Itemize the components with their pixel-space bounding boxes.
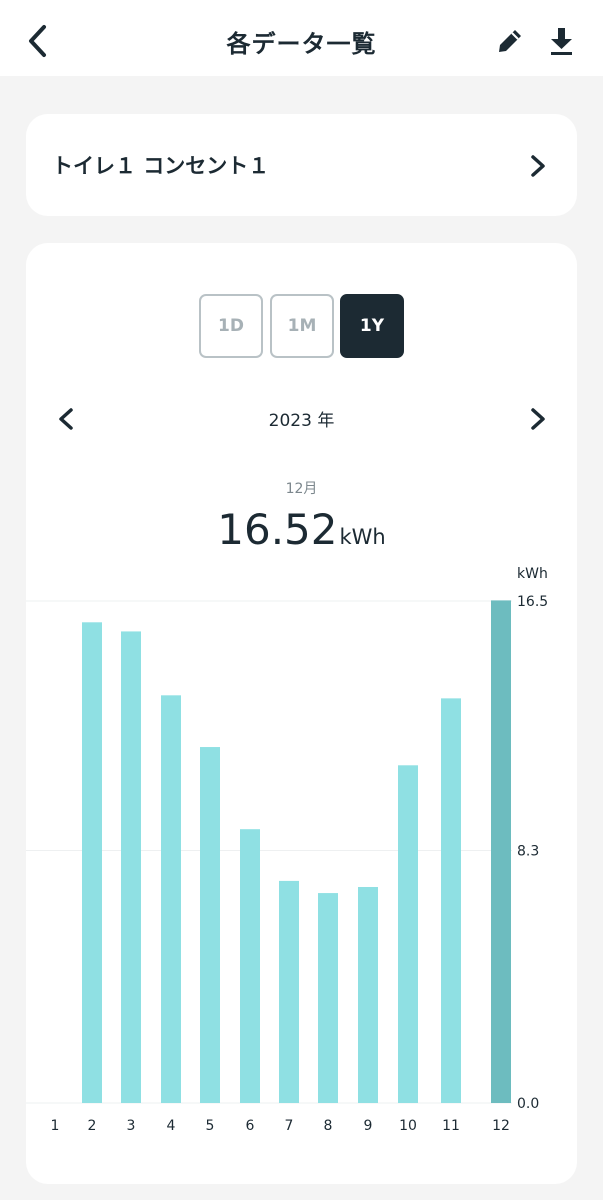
header: 各データ一覧	[0, 0, 603, 76]
bar-5	[200, 747, 220, 1103]
x-tick-label: 10	[399, 1118, 417, 1134]
x-tick-label: 5	[206, 1118, 215, 1134]
x-tick-label: 2	[88, 1118, 97, 1134]
tab-1d[interactable]: 1D	[199, 294, 263, 358]
x-tick-label: 8	[324, 1118, 333, 1134]
bar-11	[441, 698, 461, 1103]
bar-7	[279, 880, 299, 1103]
x-tick-label: 7	[285, 1118, 294, 1134]
y-tick-label: 0.0	[517, 1096, 539, 1112]
x-tick-label: 3	[127, 1118, 136, 1134]
edit-button[interactable]	[493, 24, 527, 58]
y-axis-unit: kWh	[517, 566, 548, 582]
download-icon	[551, 28, 572, 55]
selected-value: 16.52	[217, 505, 338, 554]
bar-8	[318, 893, 338, 1103]
bar-6	[240, 829, 260, 1103]
selected-unit: kWh	[339, 525, 386, 549]
bar-4	[161, 695, 181, 1103]
selected-month: 12月	[285, 481, 318, 497]
prev-year-button[interactable]	[54, 405, 78, 433]
tab-1y[interactable]: 1Y	[340, 294, 404, 358]
chevron-left-icon	[29, 25, 46, 57]
page-title: 各データ一覧	[226, 30, 377, 58]
chevron-right-icon	[531, 408, 545, 430]
y-tick-label: 16.5	[517, 594, 548, 610]
bar-10	[398, 765, 418, 1103]
device-name: トイレ１ コンセント１	[52, 154, 270, 178]
pencil-icon	[499, 30, 521, 52]
chart-card: 1D 1M 1Y 2023 年 12月 16.52kWh kWh 0.0 8.3 16…	[26, 243, 577, 1184]
x-tick-label: 9	[364, 1118, 373, 1134]
download-button[interactable]	[546, 24, 578, 58]
x-tick-label: 11	[442, 1118, 460, 1134]
x-tick-label: 12	[492, 1118, 510, 1134]
selected-value-display: 16.52kWh	[26, 505, 577, 554]
x-tick-label: 4	[167, 1118, 176, 1134]
bar-9	[358, 886, 378, 1103]
chevron-right-icon	[531, 155, 545, 177]
year-label: 2023 年	[268, 411, 335, 431]
bar-selected	[491, 600, 511, 1103]
bar-2	[82, 622, 102, 1103]
back-button[interactable]	[22, 22, 56, 60]
next-year-button[interactable]	[526, 405, 550, 433]
bar-3	[121, 631, 141, 1103]
device-selector[interactable]: トイレ１ コンセント１	[26, 114, 577, 216]
x-tick-label: 1	[51, 1118, 60, 1134]
tab-1m[interactable]: 1M	[270, 294, 334, 358]
x-tick-label: 6	[246, 1118, 255, 1134]
chevron-left-icon	[59, 408, 73, 430]
y-tick-label: 8.3	[517, 843, 539, 859]
